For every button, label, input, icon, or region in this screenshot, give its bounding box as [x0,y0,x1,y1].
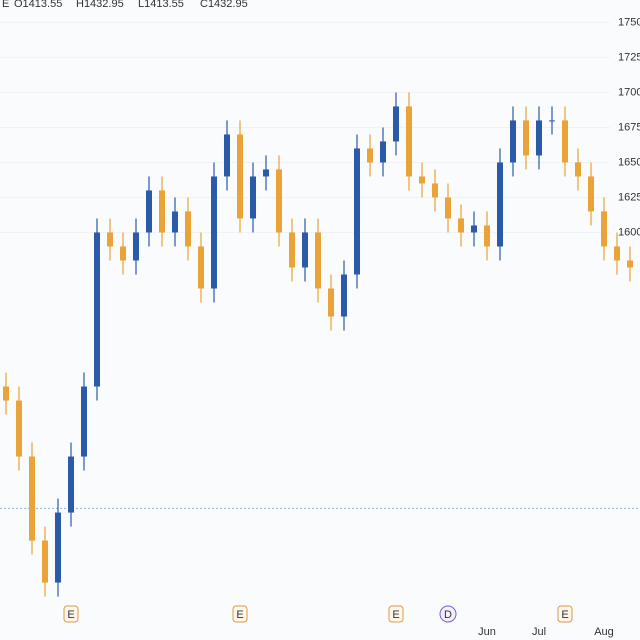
event-badge [232,605,248,623]
event-badge [388,605,404,623]
candle-body [146,190,152,233]
candle-body [601,211,607,247]
candle-body [393,106,399,142]
candle-body [237,134,243,219]
candle-body [406,106,412,177]
candle-body [614,246,620,261]
event-label: E [67,609,74,621]
candle-body [263,169,269,177]
event-badge [439,605,457,623]
event-marker: E [557,605,573,623]
candle-body [562,120,568,163]
candle-body [484,225,490,247]
candle-body [276,169,282,233]
candle-body [627,260,633,268]
candle-body [107,232,113,247]
candle-body [16,400,22,457]
y-tick-label: 1700.0 [618,86,640,98]
candle-body [3,386,9,401]
candle-body [133,232,139,261]
event-label: E [236,609,243,621]
candle-body [341,274,347,317]
candle-body [29,456,35,541]
candle-body [211,176,217,289]
candle-body [68,456,74,513]
event-badge [557,605,573,623]
candle-body [289,232,295,268]
candle-body [445,197,451,219]
candle-body [172,211,178,233]
candle-body [81,386,87,457]
ohlc-header-item: C1432.95 [200,0,248,10]
candle-body [120,246,126,261]
event-label: D [444,609,452,621]
candle-body [315,232,321,289]
y-tick-label: 1625 [618,191,640,203]
ohlc-header-item: E [2,0,9,10]
ohlc-header-item: O1413.55 [14,0,62,10]
x-tick-label: Jul [532,626,546,638]
candle-body [523,120,529,156]
candle-body [42,540,48,583]
y-tick-label: 1600 [618,226,640,238]
candle-body [380,141,386,163]
event-marker: E [388,605,404,623]
candle-body [94,232,100,387]
event-marker: E [63,605,79,623]
candle-body [432,183,438,198]
y-tick-label: 1650 [618,156,640,168]
candle-body [198,246,204,289]
x-tick-label: Aug [594,626,614,638]
candle-body [328,288,334,317]
y-tick-label: 1675 [618,121,640,133]
candle-body [458,218,464,233]
candle-body [367,148,373,163]
candle-body [159,190,165,233]
x-tick-label: Jun [478,626,496,638]
candle-body [510,120,516,163]
candle-body [354,148,360,275]
candle-body [419,176,425,184]
candle-body [471,225,477,233]
candle-body [55,512,61,583]
ohlc-header-item: L1413.55 [138,0,184,10]
candle-body [497,162,503,247]
ohlc-header-item: H1432.95 [76,0,124,10]
candle-body [588,176,594,212]
event-badge [63,605,79,623]
event-label: E [392,609,399,621]
candle-body [549,120,555,122]
candle-body [575,162,581,177]
y-tick-label: 1750.0 [618,16,640,28]
candle-body [185,211,191,247]
event-marker: E [232,605,248,623]
candle-body [250,176,256,219]
candle-body [302,232,308,268]
y-tick-label: 1725.0 [618,51,640,63]
event-label: E [561,609,568,621]
event-marker: D [439,605,457,623]
candle-body [224,134,230,177]
candle-body [536,120,542,156]
